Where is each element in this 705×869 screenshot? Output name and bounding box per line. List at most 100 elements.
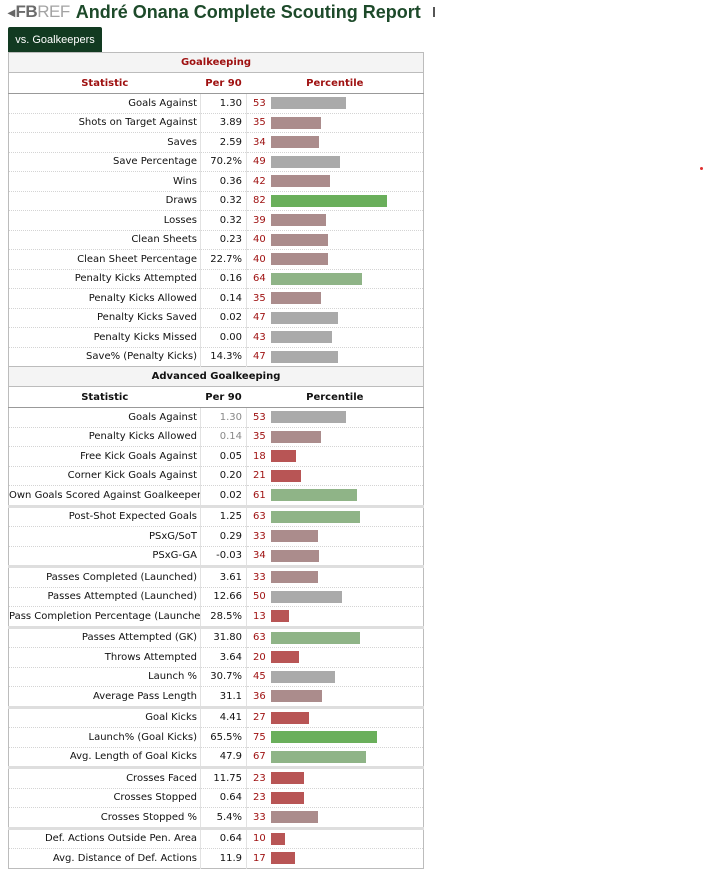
per90-value: 3.64: [200, 647, 247, 668]
stat-name: Penalty Kicks Allowed: [8, 288, 201, 309]
percentile-bar: [271, 214, 327, 227]
percentile-bar: [271, 411, 346, 424]
stat-name: Avg. Length of Goal Kicks: [8, 747, 201, 768]
table-row: Passes Attempted (GK) 31.80 63: [8, 625, 424, 648]
stat-name: Goal Kicks: [8, 705, 201, 728]
percentile-bar: [271, 631, 361, 644]
percentile-bar: [271, 549, 320, 562]
stat-name: Passes Attempted (GK): [8, 625, 201, 648]
per90-value: 47.9: [200, 747, 247, 768]
percentile-value: 40: [253, 234, 266, 246]
percentile-cell: 18: [245, 446, 424, 467]
table-row: Losses 0.32 39: [8, 210, 424, 231]
percentile-bar: [271, 175, 331, 188]
col-per90[interactable]: Per 90: [200, 72, 247, 94]
table-row: Goals Against 1.30 53: [8, 407, 424, 428]
percentile-bar: [271, 690, 322, 703]
percentile-bar: [271, 116, 321, 129]
percentile-cell: 64: [245, 269, 424, 289]
fbref-logo-icon: ◂: [8, 3, 15, 20]
percentile-cell: 17: [245, 848, 424, 869]
table-row: Passes Completed (Launched) 3.61 33: [8, 565, 424, 588]
per90-value: 0.32: [200, 191, 247, 211]
stat-name: Post-Shot Expected Goals: [8, 504, 201, 527]
percentile-cell: 82: [245, 191, 424, 211]
percentile-value: 39: [253, 214, 266, 226]
percentile-value: 40: [253, 253, 266, 265]
stat-name: PSxG-GA: [8, 546, 201, 567]
percentile-cell: 36: [245, 686, 424, 708]
table-row: Clean Sheets 0.23 40: [8, 230, 424, 250]
percentile-cell: 23: [245, 788, 424, 808]
table-row: Penalty Kicks Saved 0.02 47: [8, 308, 424, 328]
percentile-value: 53: [253, 97, 266, 109]
percentile-bar: [271, 450, 297, 463]
percentile-cell: 47: [245, 347, 424, 367]
table-row: Clean Sheet Percentage 22.7% 40: [8, 249, 424, 270]
stat-name: Passes Attempted (Launched): [8, 587, 201, 607]
per90-value: 4.41: [200, 705, 247, 728]
table-row: Own Goals Scored Against Goalkeeper 0.02 6…: [8, 485, 424, 507]
percentile-cell: 33: [245, 565, 424, 588]
percentile-bar: [271, 97, 346, 110]
table-row: Passes Attempted (Launched) 12.66 50: [8, 587, 424, 607]
fbref-logo[interactable]: ◂ FB REF: [8, 2, 70, 22]
stat-name: Corner Kick Goals Against: [8, 466, 201, 486]
percentile-cell: 35: [245, 113, 424, 133]
per90-value: 12.66: [200, 587, 247, 607]
col-per90[interactable]: Per 90: [200, 386, 247, 408]
stat-name: Goals Against: [8, 407, 201, 428]
percentile-cell: 53: [245, 407, 424, 428]
stat-name: Losses: [8, 210, 201, 231]
table-row: Avg. Length of Goal Kicks 47.9 67: [8, 747, 424, 768]
section-title: Goalkeeping: [8, 52, 424, 73]
percentile-cell: 45: [245, 667, 424, 687]
percentile-bar: [271, 750, 366, 763]
percentile-bar: [271, 651, 300, 664]
per90-value: 0.64: [200, 826, 247, 849]
percentile-bar: [271, 430, 321, 443]
percentile-value: 20: [253, 651, 266, 663]
percentile-value: 63: [253, 632, 266, 644]
stat-name: Penalty Kicks Missed: [8, 327, 201, 348]
stat-name: Clean Sheet Percentage: [8, 249, 201, 270]
table-row: Corner Kick Goals Against 0.20 21: [8, 466, 424, 486]
percentile-bar: [271, 155, 341, 168]
percentile-value: 42: [253, 175, 266, 187]
per90-value: 0.02: [200, 308, 247, 328]
table-row: Avg. Distance of Def. Actions 11.9 17: [8, 848, 424, 869]
table-row: Save Percentage 70.2% 49: [8, 152, 424, 172]
percentile-bar: [271, 194, 388, 207]
section-header-adv: Advanced Goalkeeping: [8, 366, 424, 387]
logo-ref-text: REF: [37, 2, 70, 21]
per90-value: 0.20: [200, 466, 247, 486]
table-row: Goals Against 1.30 53: [8, 93, 424, 114]
percentile-value: 75: [253, 731, 266, 743]
table-row: Draws 0.32 82: [8, 191, 424, 211]
percentile-bar: [271, 469, 301, 482]
stat-name: Launch %: [8, 667, 201, 687]
tab-vs-goalkeepers[interactable]: vs. Goalkeepers: [8, 27, 102, 52]
percentile-value: 33: [253, 571, 266, 583]
per90-value: 0.02: [200, 485, 247, 507]
col-percentile[interactable]: Percentile: [246, 386, 424, 408]
table-row: Launch% (Goal Kicks) 65.5% 75: [8, 727, 424, 748]
percentile-value: 64: [253, 273, 266, 285]
percentile-value: 21: [253, 470, 266, 482]
percentile-cell: 61: [245, 485, 424, 507]
percentile-cell: 67: [245, 747, 424, 768]
col-percentile[interactable]: Percentile: [246, 72, 424, 94]
per90-value: 11.9: [200, 848, 247, 869]
percentile-cell: 34: [245, 132, 424, 153]
percentile-bar: [271, 510, 361, 523]
table-row: Free Kick Goals Against 0.05 18: [8, 446, 424, 467]
percentile-value: 27: [253, 712, 266, 724]
table-row: Shots on Target Against 3.89 35: [8, 113, 424, 133]
col-statistic[interactable]: Statistic: [8, 72, 201, 94]
percentile-value: 34: [253, 550, 266, 562]
percentile-value: 63: [253, 511, 266, 523]
per90-value: 22.7%: [200, 249, 247, 270]
col-statistic[interactable]: Statistic: [8, 386, 201, 408]
per90-value: 0.64: [200, 788, 247, 808]
stat-name: Goals Against: [8, 93, 201, 114]
